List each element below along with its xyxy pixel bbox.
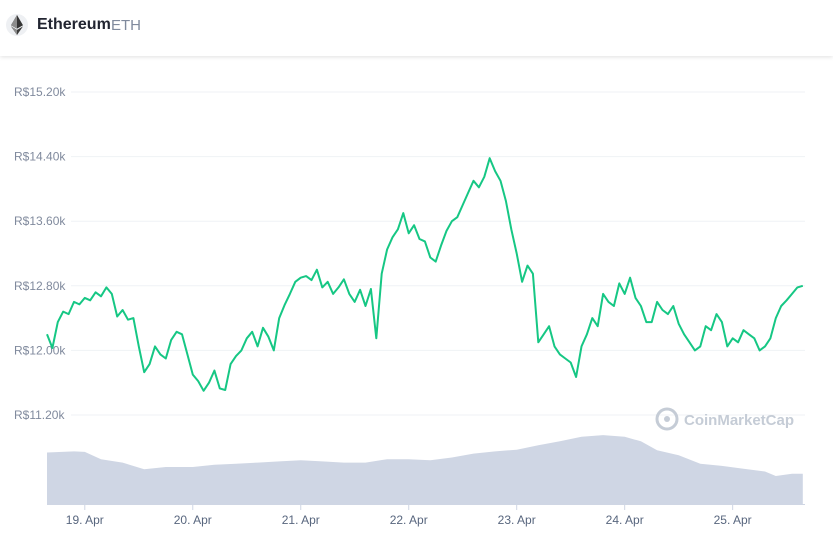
price-line [46,157,804,392]
volume-area [47,435,803,504]
x-axis: 19. Apr 20. Apr 21. Apr 22. Apr 23. Apr 24. A… [47,504,805,527]
x-tick-label: 24. Apr [606,513,644,527]
price-line-layer [46,157,804,392]
y-tick-label: R$11.20k [14,408,65,422]
y-tick-label: R$15.20k [14,85,66,99]
y-axis: R$11.20k R$12.00k R$12.80k R$13.60k R$14.40k… [14,85,66,422]
x-tick-label: 20. Apr [174,513,212,527]
grid-lines [71,91,805,416]
chart-header: Ethereum ETH [0,0,833,56]
y-tick-label: R$13.60k [14,214,66,228]
price-chart[interactable]: R$11.20k R$12.00k R$12.80k R$13.60k R$14.40k… [0,56,833,549]
ethereum-diamond-icon [6,14,28,36]
x-tick-label: 22. Apr [390,513,428,527]
coinmarketcap-logo-icon [655,407,679,431]
y-tick-label: R$12.80k [14,279,66,293]
watermark: CoinMarketCap [655,407,794,431]
x-tick-label: 23. Apr [498,513,536,527]
coin-symbol: ETH [111,17,141,34]
coin-name: Ethereum [37,16,111,33]
watermark-text: CoinMarketCap [684,412,794,429]
volume-area-fill [47,435,803,504]
x-tick-label: 25. Apr [714,513,752,527]
x-tick-label: 21. Apr [282,513,320,527]
y-tick-label: R$14.40k [14,150,66,164]
y-tick-label: R$12.00k [14,343,66,357]
x-tick-label: 19. Apr [66,513,104,527]
